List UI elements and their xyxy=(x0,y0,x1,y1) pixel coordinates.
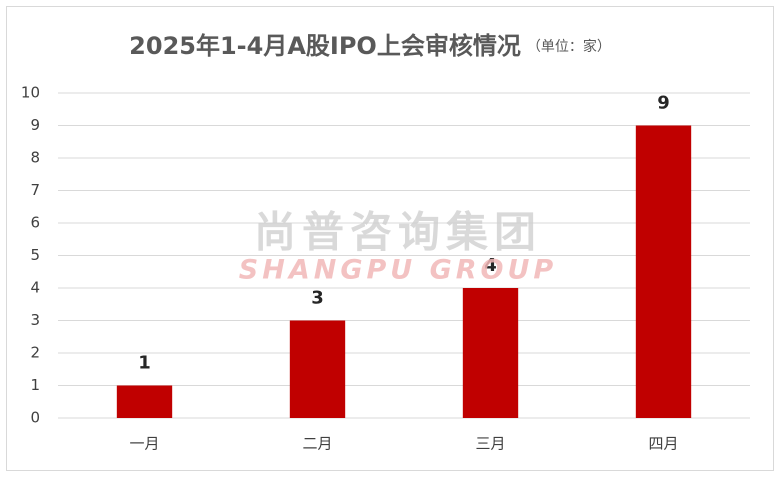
chart-subtitle: （单位：家） xyxy=(527,38,611,55)
chart-heading: 2025年1-4月A股IPO上会审核情况 （单位：家） xyxy=(129,32,611,60)
plot-area: 0 1 2 3 4 5 6 7 8 9 10 一月 1 二月 3 三月 4 四月 9 xyxy=(21,84,750,453)
y-tick-label: 10 xyxy=(21,84,40,102)
bar xyxy=(635,125,692,418)
y-tick-label: 2 xyxy=(30,344,40,362)
x-tick-label: 三月 xyxy=(475,435,505,453)
bar xyxy=(289,320,346,418)
y-tick-label: 0 xyxy=(30,409,40,427)
y-tick-label: 7 xyxy=(30,181,40,199)
y-tick-label: 6 xyxy=(30,214,40,232)
y-tick-label: 5 xyxy=(30,246,40,264)
data-label: 4 xyxy=(484,255,497,276)
y-tick-label: 1 xyxy=(30,376,40,394)
data-label: 9 xyxy=(657,93,670,114)
y-tick-label: 8 xyxy=(30,149,40,167)
y-tick-label: 4 xyxy=(30,279,40,297)
bar xyxy=(462,288,519,418)
chart-title: 2025年1-4月A股IPO上会审核情况 xyxy=(129,32,521,60)
watermark: SHANGPU GROUP xyxy=(239,255,557,286)
data-label: 1 xyxy=(138,353,151,374)
bar xyxy=(116,385,173,418)
y-tick-label: 9 xyxy=(30,116,40,134)
x-tick-label: 二月 xyxy=(302,435,332,453)
y-tick-label: 3 xyxy=(30,311,40,329)
x-tick-label: 四月 xyxy=(648,435,678,453)
watermark: 尚普咨询集团 xyxy=(254,208,542,257)
x-tick-label: 一月 xyxy=(129,435,159,453)
data-label: 3 xyxy=(311,288,324,309)
